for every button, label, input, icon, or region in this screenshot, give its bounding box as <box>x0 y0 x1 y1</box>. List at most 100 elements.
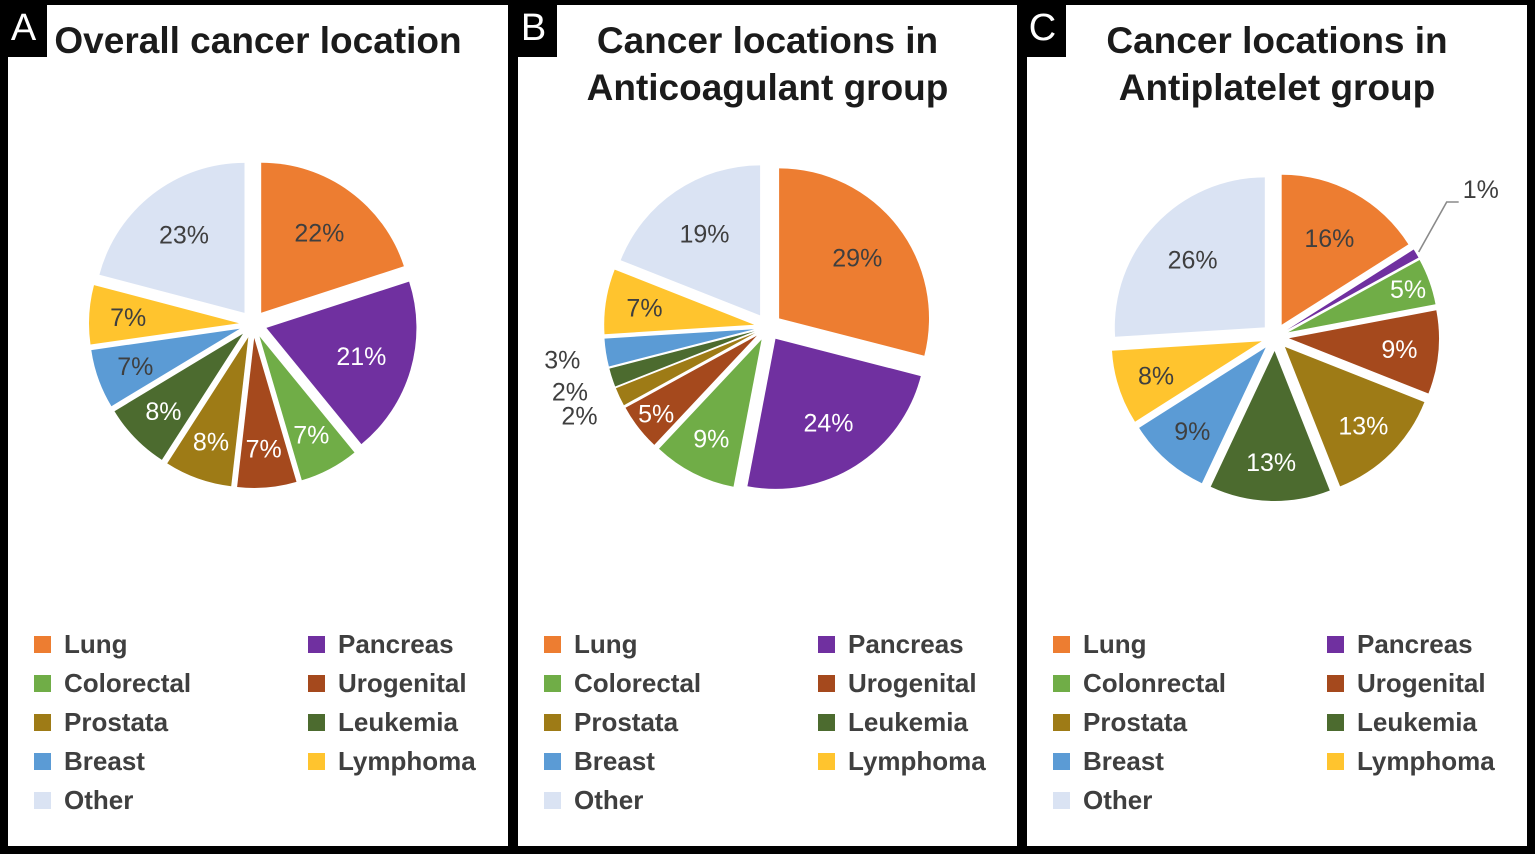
pie-slice-pancreas <box>747 338 921 489</box>
pie-slice-urogenital <box>1288 310 1439 394</box>
legend-item-pancreas: Pancreas <box>308 625 476 664</box>
pie-slice-lymphoma <box>1112 341 1262 422</box>
legend-label-lung: Lung <box>574 629 638 659</box>
slice-label-lung: 16% <box>1304 225 1354 253</box>
pie-slice-pancreas <box>266 281 417 445</box>
legend-label-urogenital: Urogenital <box>848 668 977 698</box>
panel-antiplatelet-group: C Cancer locations in Antiplatelet group… <box>1019 0 1527 846</box>
panel-letter-b: B <box>510 0 557 57</box>
legend-item-breast: Breast <box>1053 742 1226 781</box>
panel-anticoagulant-group: B Cancer locations in Anticoagulant grou… <box>510 0 1017 846</box>
pie-slice-breast <box>1139 347 1266 484</box>
legend-column-left: Lung Colorectal Prostata Breast Other <box>544 625 701 820</box>
pie-slice-breast <box>91 328 240 407</box>
panel-letter-c: C <box>1019 0 1066 57</box>
slice-label-other: 23% <box>159 222 209 250</box>
legend-item-breast: Breast <box>544 742 701 781</box>
legend-swatch-lung <box>544 636 561 653</box>
legend-item-pancreas: Pancreas <box>1327 625 1495 664</box>
legend-label-colorectal: Colorectal <box>64 668 192 698</box>
legend-item-urogenital: Urogenital <box>818 664 986 703</box>
slice-label-breast: 3% <box>544 347 580 375</box>
pie-chart-anticoagulant: 29% 24% 9% 5% 2%2% 3% 7% 19% <box>544 165 930 489</box>
pie-slice-lung <box>779 168 930 356</box>
pie-slice-leukemia <box>1210 351 1330 502</box>
pie-chart-overall: 22% 21% 7% 7% 8% 8% 7% 7% 23% <box>89 162 417 488</box>
legend-column-right: Pancreas Urogenital Leukemia Lymphoma <box>1327 625 1495 781</box>
pie-slice-colorectal <box>259 336 355 481</box>
legend-item-colorectal: Colorectal <box>544 664 701 703</box>
slice-label-pancreas: 21% <box>336 343 386 371</box>
pie-slice-urogenital <box>237 337 297 488</box>
legend-label-urogenital: Urogenital <box>1357 668 1486 698</box>
slice-label-colorectal: 7% <box>293 422 329 450</box>
legend-swatch-lymphoma <box>818 753 835 770</box>
chart-title-line1: Cancer locations in <box>596 20 939 61</box>
legend-item-colorectal: Colorectal <box>34 664 191 703</box>
legend-label-urogenital: Urogenital <box>338 668 467 698</box>
legend-label-pancreas: Pancreas <box>338 629 454 659</box>
legend-swatch-pancreas <box>308 636 325 653</box>
legend-swatch-colonrectal <box>1053 675 1070 692</box>
legend-swatch-colorectal <box>544 675 561 692</box>
legend-swatch-prostata <box>544 714 561 731</box>
slice-label-lymphoma: 7% <box>626 294 662 322</box>
legend-item-colonrectal: Colonrectal <box>1053 664 1226 703</box>
legend-swatch-prostata <box>34 714 51 731</box>
slice-label-pancreas: 24% <box>803 409 853 437</box>
legend-item-leukemia: Leukemia <box>308 703 476 742</box>
legend-label-breast: Breast <box>1083 746 1164 776</box>
slice-label-colorectal: 9% <box>693 425 729 453</box>
legend-item-lung: Lung <box>1053 625 1226 664</box>
pie-slice-lung <box>1281 174 1409 325</box>
slice-label-other: 19% <box>679 221 729 249</box>
legend-label-other: Other <box>1083 785 1153 815</box>
slice-label-prostata: 8% <box>193 429 229 457</box>
legend-swatch-urogenital <box>1327 675 1344 692</box>
callout-leader-line <box>1418 201 1459 253</box>
chart-title-antiplatelet: Cancer locations in Antiplatelet group <box>1027 17 1527 111</box>
legend-swatch-lung <box>1053 636 1070 653</box>
legend-swatch-prostata <box>1053 714 1070 731</box>
legend-swatch-leukemia <box>818 714 835 731</box>
slice-label-lymphoma: 7% <box>110 304 146 332</box>
legend-label-other: Other <box>574 785 644 815</box>
pie-slice-other <box>620 165 761 316</box>
legend-column-left: Lung Colonrectal Prostata Breast Other <box>1053 625 1226 820</box>
legend-swatch-lymphoma <box>1327 753 1344 770</box>
legend-label-lymphoma: Lymphoma <box>1357 746 1495 776</box>
legend-item-leukemia: Leukemia <box>818 703 986 742</box>
pie-slice-prostata <box>1284 346 1425 487</box>
legend-item-other: Other <box>1053 781 1226 820</box>
legend-label-lymphoma: Lymphoma <box>848 746 986 776</box>
pie-slice-lung <box>261 162 404 313</box>
slice-label-lymphoma: 8% <box>1138 363 1174 391</box>
chart-title-line1: Overall cancer location <box>54 20 462 61</box>
legend-item-urogenital: Urogenital <box>308 664 476 703</box>
slice-label-pancreas: 1% <box>1463 176 1499 204</box>
slice-label-breast: 9% <box>1174 418 1210 446</box>
legend-item-breast: Breast <box>34 742 191 781</box>
slice-label-lung: 29% <box>832 245 882 273</box>
chart-title-line2: Anticoagulant group <box>586 67 949 108</box>
pie-slice-lymphoma <box>604 269 755 335</box>
chart-title-anticoagulant: Cancer locations in Anticoagulant group <box>518 17 1017 111</box>
legend-swatch-urogenital <box>308 675 325 692</box>
legend-label-breast: Breast <box>574 746 655 776</box>
legend-label-lymphoma: Lymphoma <box>338 746 476 776</box>
legend-label-pancreas: Pancreas <box>848 629 964 659</box>
legend-swatch-pancreas <box>818 636 835 653</box>
pie-slice-colorectal <box>659 339 762 487</box>
pie-slice-breast <box>604 329 755 367</box>
slice-label-prostata: 13% <box>1338 412 1388 440</box>
slice-label-other: 26% <box>1168 247 1218 275</box>
legend-label-colorectal: Colorectal <box>574 668 702 698</box>
slice-label-leukemia: 2% <box>552 378 588 406</box>
chart-title-overall: Overall cancer location <box>8 17 508 64</box>
pie-slice-lymphoma <box>89 285 239 345</box>
legend-swatch-pancreas <box>1327 636 1344 653</box>
legend-column-right: Pancreas Urogenital Leukemia Lymphoma <box>308 625 476 781</box>
slice-label-lung: 22% <box>294 220 344 248</box>
pie-slice-urogenital <box>625 335 757 445</box>
legend-item-leukemia: Leukemia <box>1327 703 1495 742</box>
